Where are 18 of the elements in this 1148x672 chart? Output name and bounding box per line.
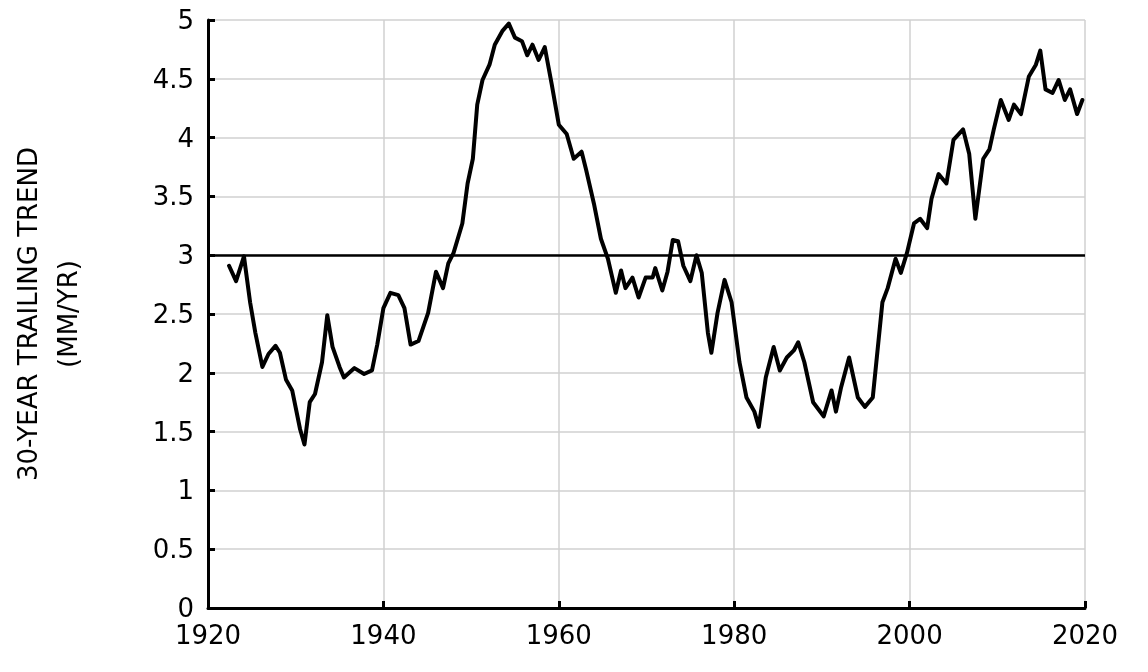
x-tick-label: 1960 bbox=[525, 620, 592, 650]
x-tick-label: 1940 bbox=[350, 620, 417, 650]
y-tick-label: 1 bbox=[177, 475, 194, 506]
y-tick-label: 2 bbox=[177, 357, 194, 388]
x-tick-label: 2020 bbox=[1051, 620, 1119, 650]
y-tick-label: 4 bbox=[177, 122, 194, 153]
y-tick-label: 2.5 bbox=[152, 299, 194, 329]
x-tick-label: 1920 bbox=[174, 620, 242, 650]
y-tick-label: 3 bbox=[177, 240, 194, 271]
x-tick-label: 1980 bbox=[701, 620, 768, 650]
y-tick-label: 3.5 bbox=[152, 181, 194, 212]
y-tick-label: 0.5 bbox=[152, 534, 194, 565]
x-tick-label: 2000 bbox=[876, 620, 943, 650]
y-tick-label: 4.5 bbox=[152, 63, 194, 94]
y-axis-title: 30-YEAR TRAILING TREND (MM/YR) bbox=[13, 146, 83, 482]
y-tick-label: 1.5 bbox=[152, 416, 194, 447]
y-tick-label: 5 bbox=[177, 5, 194, 35]
y-tick-label: 0 bbox=[177, 593, 194, 623]
